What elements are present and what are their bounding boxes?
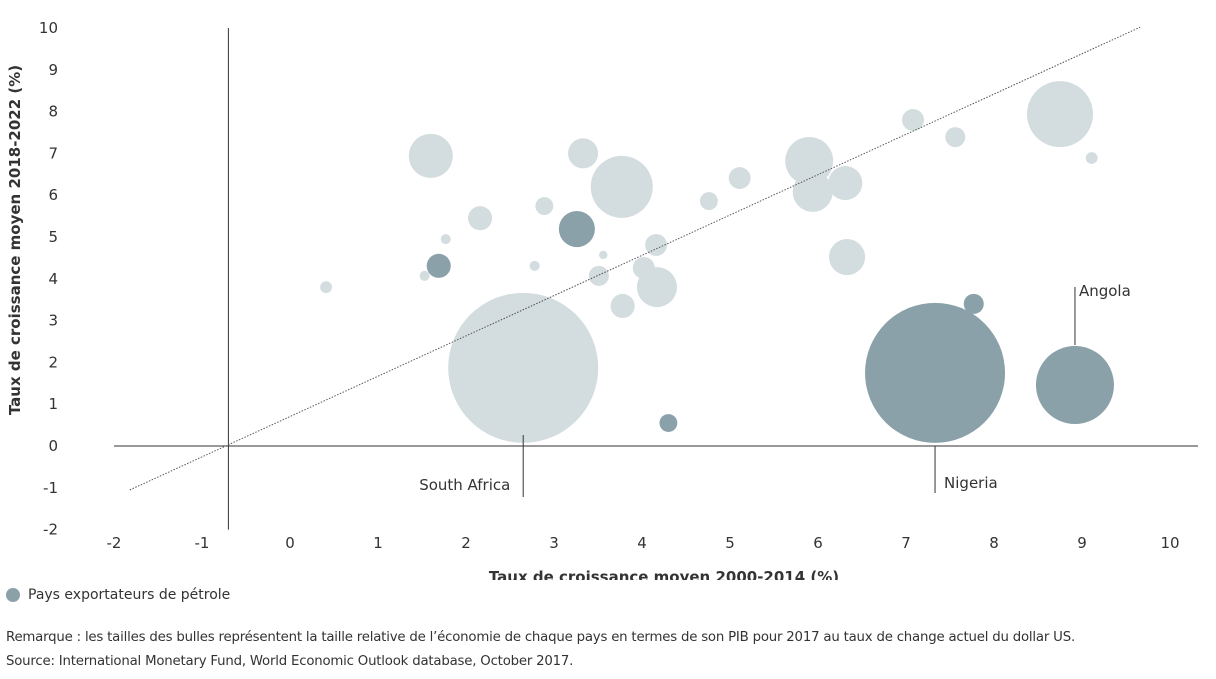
y-tick-label: -2	[43, 521, 58, 539]
y-tick-label: 2	[48, 353, 58, 371]
x-tick-label: 9	[1077, 534, 1087, 552]
y-tick-label: 7	[48, 144, 58, 162]
bubble	[588, 265, 609, 286]
bubble	[320, 281, 332, 294]
bubble	[945, 127, 966, 148]
bubble	[1026, 81, 1094, 148]
y-tick-label: -1	[43, 479, 58, 497]
y-tick-label: 8	[48, 103, 58, 121]
annotation-nigeria: Nigeria	[944, 474, 998, 492]
bubble	[408, 133, 453, 178]
bubble	[902, 109, 924, 131]
y-tick-label: 10	[39, 19, 58, 37]
bubble	[419, 270, 430, 281]
bubble	[468, 206, 493, 231]
bubble	[659, 414, 678, 432]
x-axis-label: Taux de croissance moyen 2000-2014 (%)	[489, 568, 839, 580]
bubble	[599, 250, 608, 260]
y-tick-label: 3	[48, 312, 58, 330]
bubble	[440, 234, 451, 245]
bubble	[610, 293, 635, 319]
bubble	[963, 293, 984, 314]
x-tick-label: 2	[461, 534, 471, 552]
x-tick-label: 3	[549, 534, 559, 552]
bubble	[568, 138, 599, 169]
x-tick-label: 10	[1160, 534, 1179, 552]
bubble	[529, 260, 540, 271]
x-tick-label: 1	[373, 534, 383, 552]
bubble	[535, 197, 554, 216]
legend: Pays exportateurs de pétrole	[6, 587, 230, 603]
bubble	[426, 253, 451, 278]
legend-oil-exporter-marker	[6, 588, 20, 602]
bubble-angola	[1035, 345, 1114, 424]
bubble	[828, 166, 863, 201]
trend-line	[129, 26, 1141, 491]
annotations: South Africa Nigeria Angola	[419, 282, 1131, 497]
x-tick-label: 6	[813, 534, 823, 552]
bubble	[699, 192, 718, 210]
bubble	[590, 155, 653, 218]
bubble	[1085, 152, 1098, 164]
y-tick-label: 9	[48, 61, 58, 79]
bubble	[829, 239, 866, 276]
x-tick-label: -1	[195, 534, 210, 552]
y-axis-label: Taux de croissance moyen 2018-2022 (%)	[6, 65, 24, 415]
annotation-angola: Angola	[1079, 282, 1131, 300]
y-tick-label: 5	[48, 228, 58, 246]
bubble	[785, 136, 834, 185]
x-tick-labels: -2 -1 0 1 2 3 4 5 6 7 8 9 10	[107, 534, 1180, 552]
x-tick-label: 5	[725, 534, 735, 552]
source-note: Source: International Monetary Fund, Wor…	[6, 654, 574, 669]
bubble	[632, 256, 655, 279]
bubble	[645, 233, 668, 256]
y-tick-label: 4	[48, 270, 58, 288]
x-tick-label: 8	[989, 534, 999, 552]
bubbles	[320, 81, 1114, 443]
x-tick-label: -2	[107, 534, 122, 552]
x-tick-label: 0	[285, 534, 295, 552]
x-tick-label: 4	[637, 534, 647, 552]
bubble	[558, 211, 595, 248]
y-tick-label: 0	[48, 437, 58, 455]
bubble-nigeria	[865, 302, 1006, 443]
remark-note: Remarque : les tailles des bulles représ…	[6, 630, 1075, 645]
bubble	[792, 171, 833, 212]
legend-oil-exporter-label: Pays exportateurs de pétrole	[28, 587, 231, 603]
y-tick-label: 6	[48, 186, 58, 204]
bubble-south-africa	[448, 292, 599, 443]
x-tick-label: 7	[901, 534, 911, 552]
annotation-south-africa: South Africa	[419, 476, 510, 494]
bubble	[728, 167, 751, 190]
y-tick-label: 1	[48, 395, 58, 413]
